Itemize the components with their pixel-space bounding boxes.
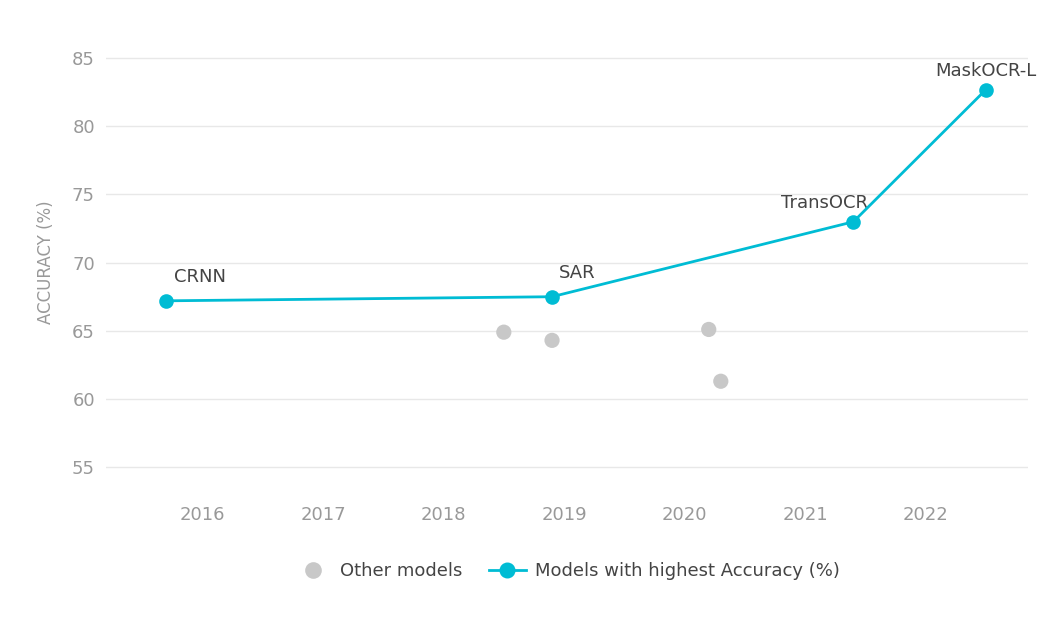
Point (544, 336, 561, 345)
Text: TransOCR: TransOCR (781, 194, 868, 212)
Point (712, 376, 729, 386)
Legend: Other models, Models with highest Accuracy (%): Other models, Models with highest Accura… (287, 555, 847, 587)
Text: SAR: SAR (560, 264, 596, 282)
Point (701, 324, 718, 334)
Point (495, 327, 512, 337)
Text: CRNN: CRNN (174, 268, 226, 286)
Y-axis label: ACCURACY (%): ACCURACY (%) (37, 201, 55, 324)
Text: MaskOCR-L: MaskOCR-L (935, 62, 1037, 80)
